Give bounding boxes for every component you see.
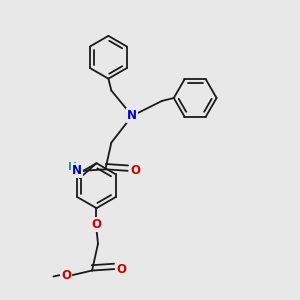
Text: O: O <box>130 164 140 177</box>
Text: O: O <box>92 218 101 231</box>
Text: O: O <box>117 262 127 276</box>
Text: N: N <box>127 109 137 122</box>
Text: H: H <box>68 162 77 172</box>
Text: N: N <box>72 164 82 177</box>
Text: O: O <box>61 268 71 281</box>
